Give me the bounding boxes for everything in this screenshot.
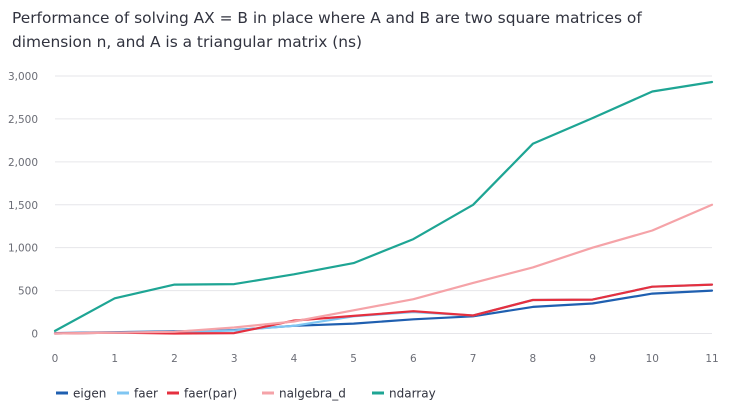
- series-line-eigen: [53, 289, 714, 335]
- y-tick-label: 2,000: [8, 157, 38, 169]
- series-line-nalgebra-d: [53, 203, 714, 335]
- x-tick-label: 11: [705, 353, 718, 365]
- x-tick-label: 10: [646, 353, 659, 365]
- x-tick-label: 8: [529, 353, 536, 365]
- legend-label: eigen: [73, 387, 106, 401]
- x-tick-label: 6: [410, 353, 417, 365]
- y-tick-label: 0: [31, 329, 38, 341]
- x-tick-label: 0: [52, 353, 59, 365]
- x-tick-label: 3: [231, 353, 238, 365]
- series-line-faer: [53, 283, 714, 335]
- y-tick-label: 2,500: [8, 114, 38, 126]
- x-tick-label: 7: [470, 353, 477, 365]
- series-line-ndarray: [53, 80, 714, 332]
- x-tick-label: 9: [589, 353, 596, 365]
- y-tick-label: 1,000: [8, 243, 38, 255]
- y-tick-label: 1,500: [8, 200, 38, 212]
- y-tick-label: 3,000: [8, 71, 38, 83]
- legend-label: ndarray: [389, 387, 436, 401]
- y-tick-label: 500: [18, 286, 38, 298]
- series-line-faer-par-: [53, 283, 714, 335]
- legend-label: nalgebra_d: [279, 387, 346, 401]
- x-tick-label: 1: [111, 353, 118, 365]
- legend-label: faer: [134, 387, 158, 401]
- x-tick-label: 5: [350, 353, 357, 365]
- chart-title: Performance of solving AX = B in place w…: [12, 9, 642, 51]
- x-tick-label: 2: [171, 353, 178, 365]
- legend-label: faer(par): [184, 387, 237, 401]
- x-tick-label: 4: [291, 353, 298, 365]
